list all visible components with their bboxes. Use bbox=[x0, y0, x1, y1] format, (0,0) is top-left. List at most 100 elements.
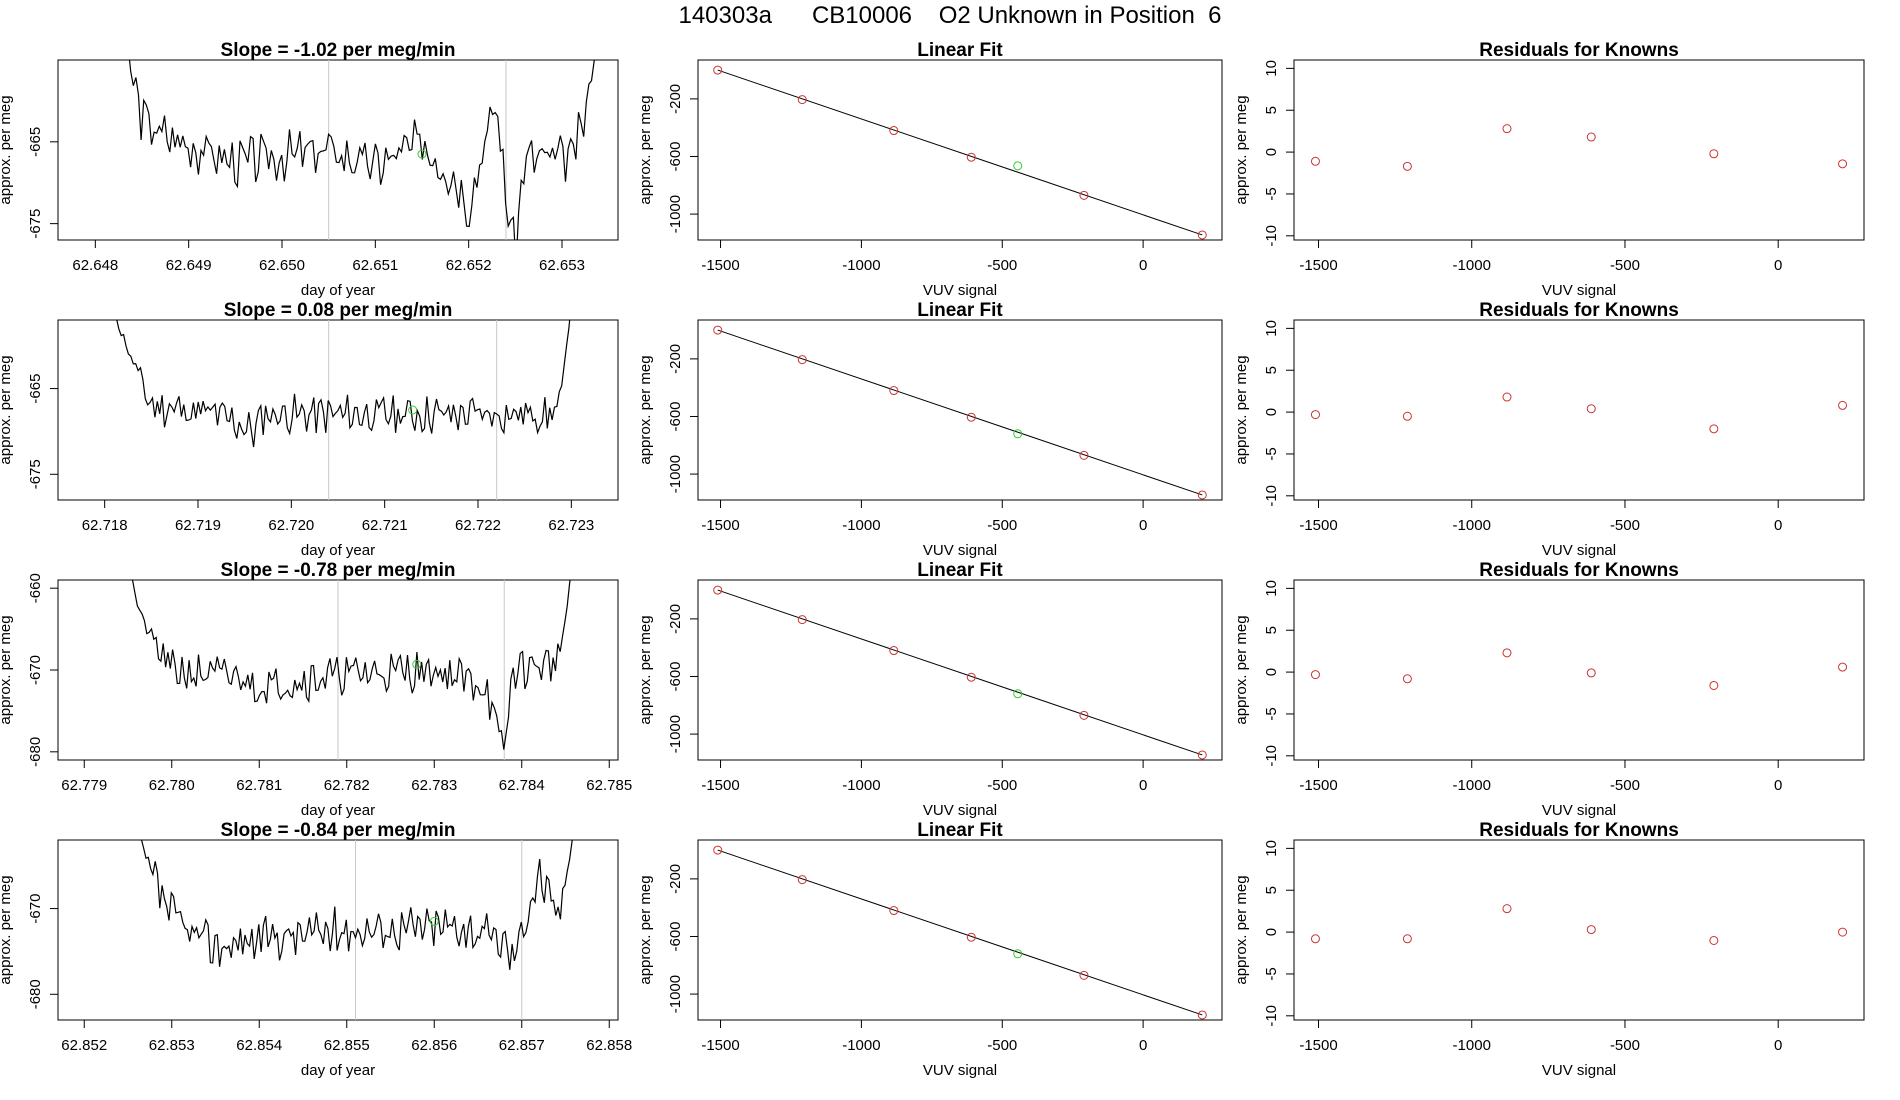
residual-point bbox=[1838, 159, 1848, 169]
plot-frame bbox=[1293, 59, 1865, 241]
run-id: 140303a bbox=[678, 2, 772, 29]
plot-title: Linear Fit bbox=[917, 820, 1003, 841]
known-point bbox=[713, 65, 723, 75]
residual-point bbox=[1709, 149, 1719, 159]
y-tick-label: 10 bbox=[1263, 840, 1280, 857]
page-title: 140303a CB10006 O2 Unknown in Position 6 bbox=[0, 2, 1900, 30]
known-point bbox=[797, 355, 807, 365]
y-axis-label: approx. per meg bbox=[637, 355, 654, 464]
plot-frame bbox=[57, 839, 619, 1021]
known-point bbox=[713, 585, 723, 595]
panel-row1-residuals: Residuals for Knowns VUV signal approx. pe… bbox=[1233, 40, 1865, 299]
plot-area bbox=[1310, 904, 1848, 945]
y-axis-label: approx. per meg bbox=[637, 875, 654, 984]
y-tick-label: 10 bbox=[1263, 60, 1280, 77]
x-tick-label: 62.783 bbox=[411, 777, 457, 794]
y-tick-label: -10 bbox=[1263, 745, 1280, 767]
signal-trace bbox=[140, 840, 573, 970]
plot-area bbox=[713, 845, 1207, 1020]
x-axis-label: VUV signal bbox=[1542, 282, 1616, 299]
x-tick-label: 62.721 bbox=[362, 517, 408, 534]
y-tick-label: -5 bbox=[1263, 187, 1280, 200]
plot-area bbox=[713, 325, 1207, 500]
x-tick-label: 62.855 bbox=[324, 1037, 370, 1054]
fit-line bbox=[717, 329, 1203, 496]
x-axis-label: VUV signal bbox=[1542, 542, 1616, 559]
y-tick-label: 0 bbox=[1263, 408, 1280, 416]
residual-point bbox=[1502, 648, 1512, 658]
y-axis-label: approx. per meg bbox=[637, 615, 654, 724]
cylinder-id: CB10006 bbox=[811, 2, 913, 29]
x-tick-label: -500 bbox=[987, 517, 1017, 534]
x-tick-label: -1500 bbox=[1299, 257, 1337, 274]
known-point bbox=[1079, 710, 1089, 720]
x-tick-label: 0 bbox=[1774, 777, 1782, 794]
residual-point bbox=[1502, 124, 1512, 134]
plot-frame bbox=[697, 59, 1223, 241]
y-tick-label: -10 bbox=[1263, 485, 1280, 507]
x-tick-label: 62.653 bbox=[539, 257, 585, 274]
plot-title: Linear Fit bbox=[917, 40, 1003, 61]
x-tick-label: 62.857 bbox=[499, 1037, 545, 1054]
y-tick-label: -680 bbox=[27, 979, 44, 1009]
plot-area bbox=[713, 65, 1207, 240]
known-point bbox=[889, 386, 899, 396]
plot-title: Residuals for Knowns bbox=[1479, 820, 1679, 841]
plot-frame bbox=[1293, 319, 1865, 501]
residual-point bbox=[1586, 132, 1596, 142]
residual-point bbox=[1402, 411, 1412, 421]
x-axis-label: day of year bbox=[301, 542, 375, 559]
known-point bbox=[797, 615, 807, 625]
unknown-point bbox=[417, 149, 427, 159]
x-tick-label: 0 bbox=[1774, 1037, 1782, 1054]
y-axis-label: approx. per meg bbox=[0, 875, 14, 984]
x-tick-label: -500 bbox=[1610, 517, 1640, 534]
plot-area bbox=[713, 585, 1207, 760]
unknown-point bbox=[412, 659, 422, 669]
known-point bbox=[1197, 230, 1207, 240]
y-axis-label: approx. per meg bbox=[0, 355, 14, 464]
x-tick-label: -1000 bbox=[842, 517, 880, 534]
x-tick-label: -500 bbox=[1610, 1037, 1640, 1054]
unknown-point bbox=[1013, 161, 1023, 171]
y-tick-label: -660 bbox=[27, 573, 44, 603]
y-tick-label: -680 bbox=[27, 737, 44, 767]
y-tick-label: -1000 bbox=[667, 715, 684, 753]
known-point bbox=[889, 906, 899, 916]
x-tick-label: -500 bbox=[1610, 777, 1640, 794]
x-tick-label: 62.652 bbox=[446, 257, 492, 274]
y-tick-label: -665 bbox=[27, 127, 44, 157]
y-tick-label: -5 bbox=[1263, 707, 1280, 720]
y-tick-label: 0 bbox=[1263, 148, 1280, 156]
y-tick-label: 10 bbox=[1263, 320, 1280, 337]
y-axis-label: approx. per meg bbox=[1233, 615, 1250, 724]
x-tick-label: 62.649 bbox=[166, 257, 212, 274]
x-tick-label: 62.854 bbox=[236, 1037, 282, 1054]
plot-title: Slope = -0.78 per meg/min bbox=[221, 560, 456, 581]
plot-title: Residuals for Knowns bbox=[1479, 40, 1679, 61]
known-point bbox=[889, 126, 899, 136]
y-tick-label: -665 bbox=[27, 374, 44, 404]
known-point bbox=[966, 932, 976, 942]
panel-row3-trace: Slope = -0.78 per meg/min day of year appr… bbox=[0, 560, 632, 819]
y-tick-label: -600 bbox=[667, 401, 684, 431]
x-axis-label: VUV signal bbox=[1542, 802, 1616, 819]
x-tick-label: -1000 bbox=[1453, 777, 1491, 794]
y-tick-label: -1000 bbox=[667, 455, 684, 493]
y-tick-label: 10 bbox=[1263, 580, 1280, 597]
panel-row4-trace: Slope = -0.84 per meg/min day of year appr… bbox=[0, 820, 632, 1079]
x-tick-label: -500 bbox=[987, 257, 1017, 274]
y-tick-label: -5 bbox=[1263, 447, 1280, 460]
x-tick-label: -1000 bbox=[1453, 1037, 1491, 1054]
x-tick-label: 62.853 bbox=[149, 1037, 195, 1054]
panel-row3-residuals: Residuals for Knowns VUV signal approx. pe… bbox=[1233, 560, 1865, 819]
plot-frame bbox=[697, 839, 1223, 1021]
x-tick-label: -1000 bbox=[1453, 517, 1491, 534]
x-axis-label: day of year bbox=[301, 282, 375, 299]
known-point bbox=[797, 95, 807, 105]
x-tick-label: -1000 bbox=[842, 257, 880, 274]
residual-point bbox=[1838, 400, 1848, 410]
y-axis-label: approx. per meg bbox=[637, 95, 654, 204]
x-tick-label: -1000 bbox=[842, 777, 880, 794]
